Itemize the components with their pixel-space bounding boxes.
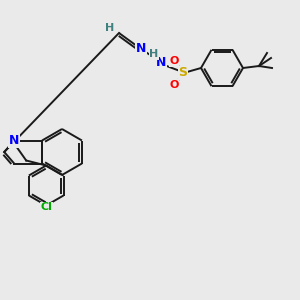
Text: H: H bbox=[105, 23, 115, 33]
Text: H: H bbox=[149, 49, 159, 59]
Text: O: O bbox=[169, 80, 179, 90]
Text: Cl: Cl bbox=[40, 202, 52, 212]
Text: N: N bbox=[136, 43, 146, 56]
Text: N: N bbox=[9, 134, 20, 147]
Text: N: N bbox=[156, 56, 166, 70]
Text: O: O bbox=[169, 56, 179, 66]
Text: S: S bbox=[178, 67, 188, 80]
